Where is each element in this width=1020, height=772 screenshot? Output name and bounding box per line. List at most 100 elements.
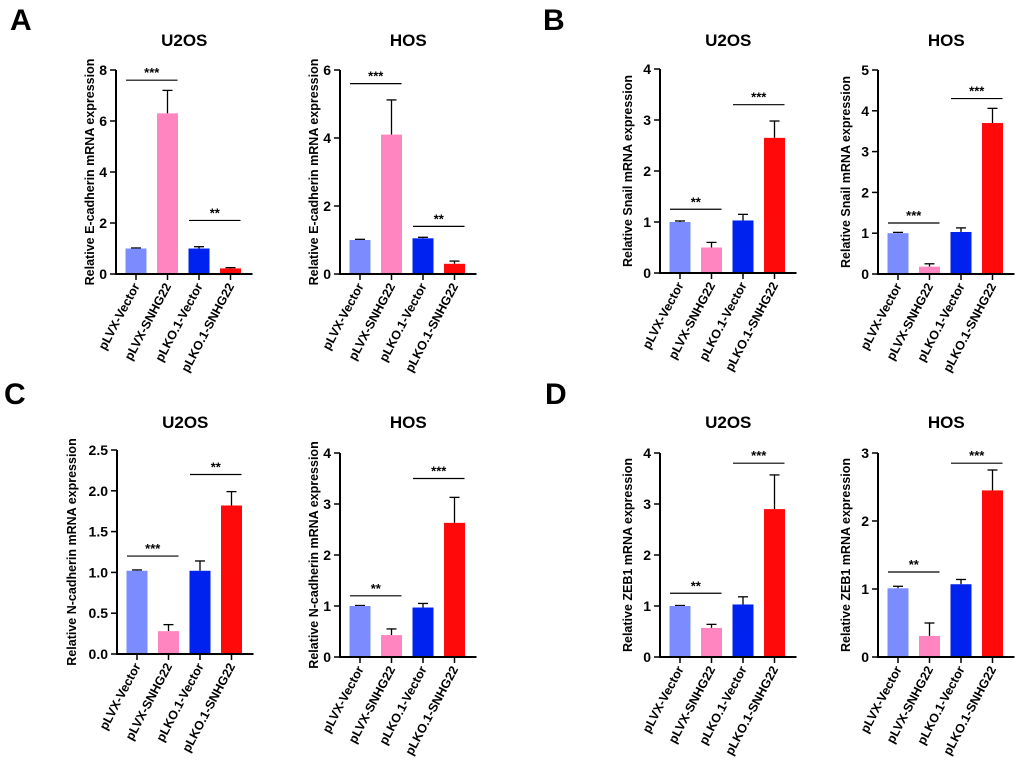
chart-title: HOS <box>390 31 427 50</box>
chart-title: U2OS <box>161 31 207 50</box>
significance-label: *** <box>144 65 160 80</box>
y-tick-label: 2 <box>643 547 651 563</box>
bar <box>412 607 434 657</box>
y-tick-label: 4 <box>861 103 869 119</box>
y-tick-label: 0 <box>861 649 869 665</box>
y-axis-label: Relative ZEB1 mRNA expression <box>621 458 635 652</box>
y-tick-label: 0.5 <box>89 605 109 621</box>
y-tick-label: 4 <box>99 164 107 180</box>
bar <box>444 522 465 657</box>
y-tick-label: 2 <box>861 184 869 200</box>
y-tick-label: 4 <box>643 445 651 461</box>
bar <box>732 604 754 657</box>
bar <box>444 263 465 274</box>
bar <box>701 627 722 657</box>
y-tick-label: 2.0 <box>89 483 109 499</box>
y-axis-label: Relative N-cadherin mRNA expression <box>307 441 321 668</box>
significance-label: *** <box>368 69 384 84</box>
bar <box>982 490 1003 657</box>
panel-letter-a: A <box>10 4 32 37</box>
y-axis-label: Relative N-cadherin mRNA expression <box>65 438 79 665</box>
y-tick-label: 0 <box>99 266 107 282</box>
y-tick-label: 0 <box>643 649 651 665</box>
bar <box>157 113 178 274</box>
bar <box>950 584 972 657</box>
significance-label: *** <box>906 208 922 223</box>
bar <box>919 266 940 274</box>
bar <box>919 635 940 657</box>
chart-title: U2OS <box>705 31 751 50</box>
y-axis-label: Relative ZEB1 mRNA expression <box>839 458 853 652</box>
bar <box>189 570 211 654</box>
significance-label: ** <box>434 211 445 226</box>
significance-label: ** <box>211 459 222 474</box>
chart-title: U2OS <box>705 413 751 432</box>
significance-label: *** <box>751 90 767 105</box>
y-tick-label: 1 <box>861 225 869 241</box>
chart-title: U2OS <box>162 413 208 432</box>
y-axis-label: Relative E-cadherin mRNA expression <box>307 59 321 286</box>
y-tick-label: 3 <box>861 144 869 160</box>
panel-letter-c: C <box>4 378 26 411</box>
significance-label: *** <box>145 541 161 556</box>
y-axis-label: Relative E-cadherin mRNA expression <box>83 59 97 286</box>
significance-label: ** <box>371 581 382 596</box>
bar <box>669 222 691 273</box>
y-tick-label: 2 <box>323 198 331 214</box>
significance-label: ** <box>909 557 920 572</box>
bar <box>126 570 148 654</box>
chart-title: HOS <box>928 31 965 50</box>
y-tick-label: 1 <box>643 214 651 230</box>
chart-title: HOS <box>390 413 427 432</box>
bar <box>887 233 909 274</box>
y-tick-label: 2 <box>643 163 651 179</box>
y-tick-label: 1 <box>861 581 869 597</box>
bar <box>669 606 691 657</box>
y-tick-label: 5 <box>861 62 869 78</box>
bar <box>221 505 242 654</box>
significance-label: ** <box>691 578 702 593</box>
panel-letter-d: D <box>545 378 567 411</box>
chart-title: HOS <box>928 413 965 432</box>
bar <box>125 248 147 274</box>
y-axis-label: Relative Snail mRNA expression <box>839 76 853 268</box>
bar <box>188 248 210 274</box>
y-tick-label: 6 <box>99 113 107 129</box>
y-tick-label: 2 <box>99 215 107 231</box>
significance-label: *** <box>751 448 767 463</box>
bar <box>220 268 241 274</box>
significance-label: *** <box>969 448 985 463</box>
y-tick-label: 1.0 <box>89 564 109 580</box>
y-tick-label: 3 <box>643 496 651 512</box>
bar <box>349 240 371 274</box>
y-axis-label: Relative Snail mRNA expression <box>621 75 635 267</box>
y-tick-label: 0 <box>861 266 869 282</box>
y-tick-label: 0.0 <box>89 646 109 662</box>
bar <box>381 134 402 274</box>
y-tick-label: 4 <box>323 130 331 146</box>
bar <box>982 123 1003 274</box>
bar <box>887 588 909 657</box>
y-tick-label: 4 <box>323 445 331 461</box>
significance-label: ** <box>691 194 702 209</box>
bar <box>412 238 434 274</box>
y-tick-label: 3 <box>643 112 651 128</box>
y-tick-label: 0 <box>323 266 331 282</box>
y-tick-label: 0 <box>643 265 651 281</box>
bar <box>381 635 402 657</box>
y-tick-label: 1 <box>323 598 331 614</box>
bar <box>764 137 785 273</box>
y-tick-label: 6 <box>323 62 331 78</box>
significance-label: ** <box>210 205 221 220</box>
y-tick-label: 4 <box>643 61 651 77</box>
bar <box>950 231 972 274</box>
bar <box>349 606 371 657</box>
